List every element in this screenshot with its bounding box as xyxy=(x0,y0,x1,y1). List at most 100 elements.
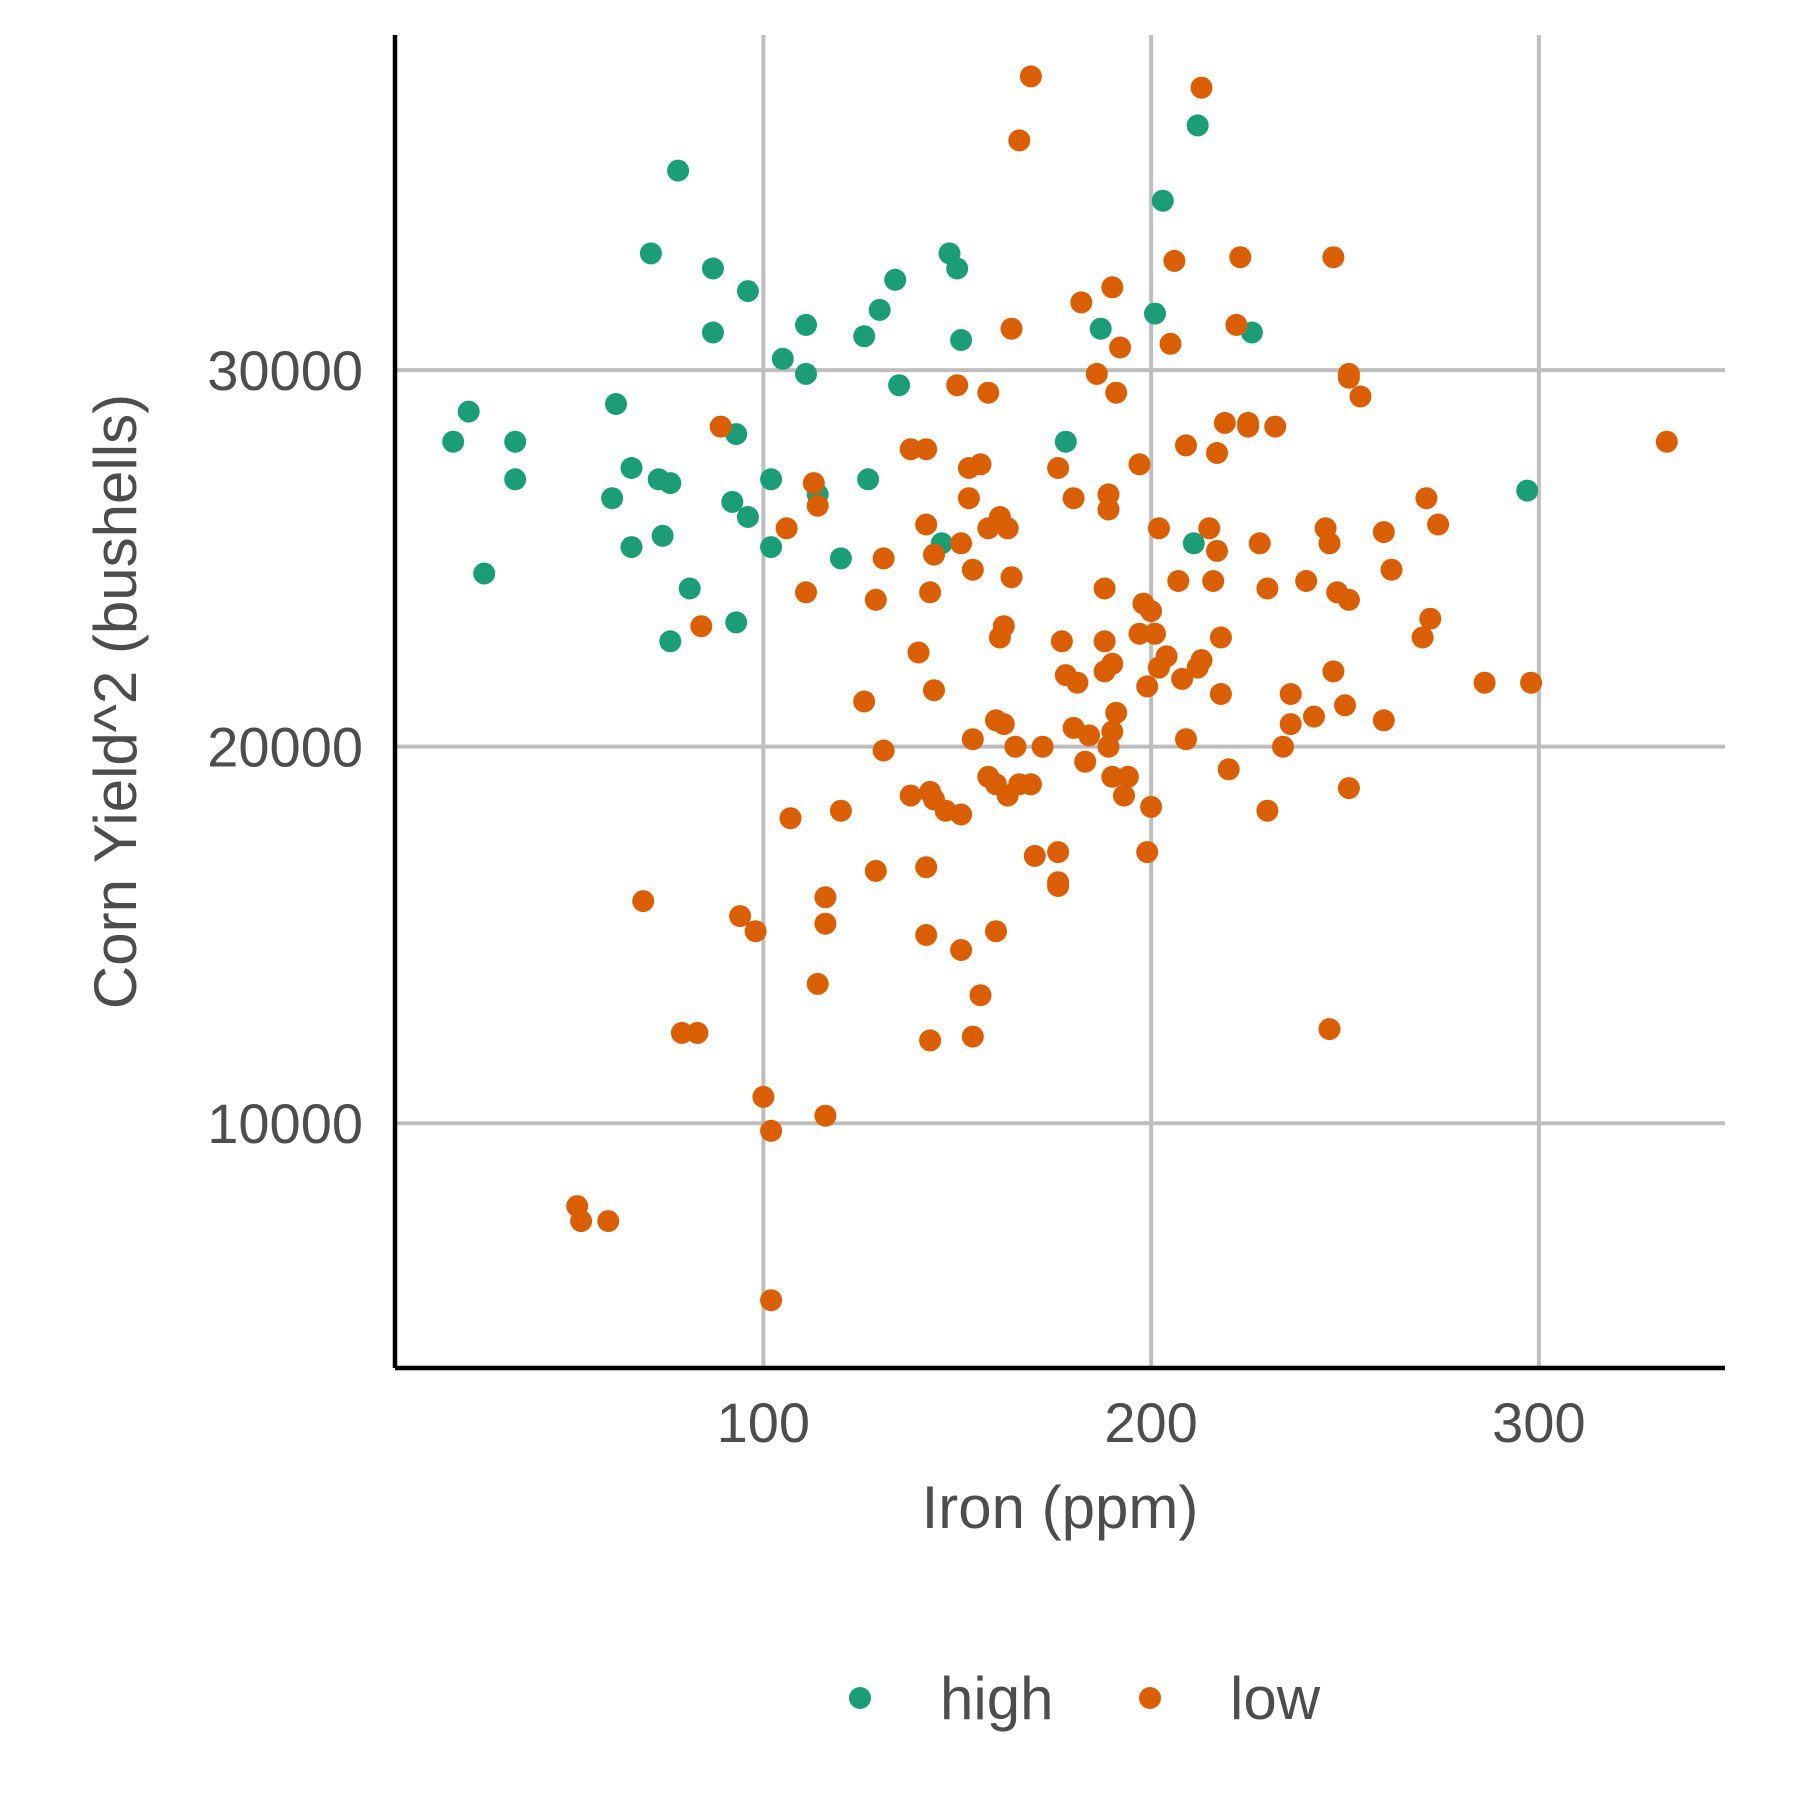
data-point-low xyxy=(1004,735,1027,758)
data-point-high xyxy=(659,630,682,653)
data-point-low xyxy=(946,374,969,397)
y-tick-label: 10000 xyxy=(207,1092,363,1155)
data-point-low xyxy=(1520,671,1543,694)
data-point-low xyxy=(915,856,938,879)
data-point-high xyxy=(857,468,880,491)
data-point-low xyxy=(864,588,887,611)
data-point-high xyxy=(1516,479,1539,502)
data-point-low xyxy=(1159,332,1182,355)
data-point-low xyxy=(1116,765,1139,788)
data-point-low xyxy=(690,615,713,638)
data-point-low xyxy=(802,472,825,495)
data-point-low xyxy=(1093,577,1116,600)
data-point-low xyxy=(1256,799,1279,822)
data-point-low xyxy=(1062,487,1085,510)
data-point-high xyxy=(1144,302,1166,325)
data-point-low xyxy=(915,438,938,461)
data-point-low xyxy=(709,415,732,438)
data-point-low xyxy=(670,1021,693,1044)
y-tick-label: 20000 xyxy=(207,716,363,779)
data-point-high xyxy=(678,577,701,600)
data-point-low xyxy=(1225,313,1248,336)
data-point-low xyxy=(957,487,980,510)
data-point-low xyxy=(1000,566,1023,589)
legend-marker-high xyxy=(849,1687,871,1709)
data-point-low xyxy=(1349,385,1372,408)
data-point-low xyxy=(1334,694,1356,717)
data-point-low xyxy=(1303,705,1325,728)
data-point-high xyxy=(1151,189,1174,212)
data-point-low xyxy=(977,381,1000,404)
data-point-low xyxy=(899,438,922,461)
data-point-low xyxy=(915,513,938,536)
data-point-high xyxy=(1054,430,1077,453)
data-point-low xyxy=(853,690,876,713)
data-point-high xyxy=(639,242,662,265)
data-point-low xyxy=(1202,570,1225,592)
data-point-low xyxy=(950,532,973,555)
data-point-low xyxy=(1097,498,1120,521)
data-point-high xyxy=(736,506,759,528)
data-points xyxy=(442,65,1678,1312)
data-point-low xyxy=(1167,570,1190,592)
data-point-low xyxy=(814,886,837,909)
data-point-high xyxy=(950,329,973,351)
data-point-low xyxy=(919,1029,942,1052)
x-tick-label: 300 xyxy=(1492,1391,1585,1454)
x-axis-title: Iron (ppm) xyxy=(922,1474,1199,1541)
data-point-low xyxy=(1074,750,1097,773)
data-point-low xyxy=(795,581,817,604)
data-point-low xyxy=(1295,570,1318,592)
data-point-high xyxy=(853,325,876,348)
data-point-low xyxy=(961,728,984,751)
data-point-low xyxy=(950,939,973,961)
data-point-low xyxy=(1427,513,1450,536)
data-point-low xyxy=(1322,246,1345,269)
data-point-low xyxy=(1109,336,1132,359)
y-axis-title: Corn Yield^2 (bushells) xyxy=(82,394,149,1009)
data-point-low xyxy=(1147,656,1170,679)
horizontal-gridlines xyxy=(395,368,1725,1126)
data-point-low xyxy=(923,543,945,566)
data-point-low xyxy=(1198,517,1221,540)
data-point-low xyxy=(1128,453,1151,476)
data-point-low xyxy=(1473,671,1496,694)
data-point-high xyxy=(1186,114,1209,137)
y-tick-label: 30000 xyxy=(207,339,363,402)
data-point-low xyxy=(744,920,767,943)
data-point-low xyxy=(1411,626,1434,649)
data-point-low xyxy=(907,641,930,664)
data-point-high xyxy=(659,472,682,495)
data-point-low xyxy=(752,1085,775,1108)
data-point-high xyxy=(651,524,674,547)
data-point-low xyxy=(1019,65,1042,88)
data-point-low xyxy=(1415,487,1438,510)
data-point-high xyxy=(601,487,624,510)
data-point-low xyxy=(1655,430,1678,453)
data-point-high xyxy=(620,536,643,559)
data-point-high xyxy=(620,457,643,479)
data-point-low xyxy=(1019,773,1042,796)
data-point-low xyxy=(961,1025,984,1048)
data-point-low xyxy=(1136,675,1159,698)
data-point-low xyxy=(1217,758,1240,781)
data-point-high xyxy=(504,430,527,453)
data-point-low xyxy=(1031,735,1054,758)
x-tick-label: 100 xyxy=(717,1391,810,1454)
data-point-low xyxy=(686,1021,709,1044)
data-point-low xyxy=(1175,434,1197,457)
data-point-high xyxy=(760,468,783,491)
data-point-low xyxy=(996,784,1019,807)
vertical-gridlines xyxy=(761,35,1541,1368)
data-point-low xyxy=(632,890,655,913)
data-point-low xyxy=(806,494,829,517)
data-point-low xyxy=(1318,1018,1341,1041)
data-point-low xyxy=(919,581,942,604)
data-point-low xyxy=(1078,724,1101,747)
data-point-high xyxy=(760,536,783,559)
data-point-high xyxy=(605,393,627,415)
data-point-low xyxy=(996,517,1019,540)
data-point-low xyxy=(1337,777,1360,800)
data-point-low xyxy=(1097,735,1120,758)
